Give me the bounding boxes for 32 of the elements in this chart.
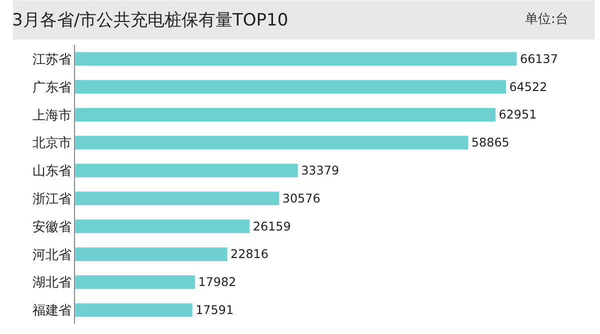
data-label: 30576 bbox=[282, 191, 320, 206]
y-tick-label: 山东省 bbox=[32, 164, 72, 180]
y-tick-label: 福建省 bbox=[32, 304, 72, 319]
data-label: 22816 bbox=[230, 247, 268, 262]
bar bbox=[75, 302, 193, 318]
data-label: 62951 bbox=[498, 108, 537, 122]
bar bbox=[75, 191, 280, 206]
bar bbox=[75, 163, 298, 178]
bar bbox=[75, 108, 496, 122]
y-tick-label: 河北省 bbox=[32, 248, 72, 263]
data-label: 58865 bbox=[471, 136, 510, 150]
bar bbox=[75, 135, 469, 150]
data-label: 26159 bbox=[252, 219, 291, 234]
y-tick-label: 浙江省 bbox=[32, 192, 72, 207]
data-label: 66137 bbox=[520, 52, 558, 66]
y-tick-label: 安徽省 bbox=[32, 218, 72, 235]
data-label: 33379 bbox=[301, 164, 340, 178]
text: 单位:台 bbox=[525, 12, 568, 27]
bar bbox=[75, 247, 228, 262]
bar bbox=[75, 274, 196, 290]
chart-title: 3月各省/市公共充电桩保有量TOP10 bbox=[12, 10, 288, 30]
y-tick-label: 湖北省 bbox=[32, 276, 72, 291]
data-label: 17982 bbox=[198, 275, 236, 290]
bar bbox=[75, 52, 518, 66]
data-label: 64522 bbox=[509, 80, 548, 94]
bar bbox=[75, 219, 250, 234]
y-tick-label: 广东省 bbox=[32, 80, 72, 96]
y-tick-label: 上海市 bbox=[32, 108, 72, 124]
y-tick-label: 江苏省 bbox=[32, 52, 72, 68]
data-label: 17591 bbox=[196, 303, 234, 318]
y-tick-label: 北京市 bbox=[32, 136, 72, 152]
bar bbox=[75, 80, 506, 94]
